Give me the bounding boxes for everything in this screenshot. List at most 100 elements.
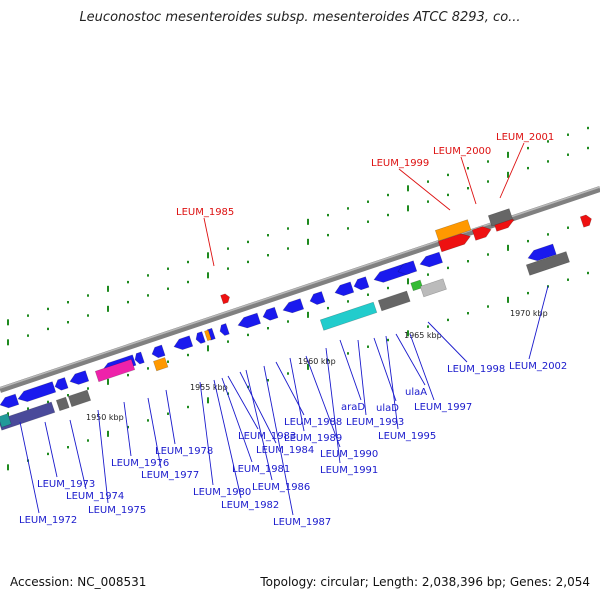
gene-label: LEUM_1978 — [155, 446, 213, 457]
gene-label: LEUM_1993 — [346, 417, 404, 428]
leader-line — [213, 379, 242, 499]
leader-line — [165, 389, 176, 445]
gene-label: LEUM_1977 — [141, 470, 199, 481]
gene-arrow — [151, 344, 166, 359]
scale-label: 1965 kbp — [404, 331, 442, 340]
gene-arrow — [353, 276, 370, 291]
gene-label: LEUM_1980 — [193, 487, 251, 498]
gene-label: ulaD — [376, 403, 399, 414]
gene-shape — [437, 233, 471, 253]
gene-arrow — [195, 331, 206, 344]
leader-line — [239, 371, 277, 444]
gene-shape — [334, 281, 355, 297]
scale-label: 1955 kbp — [190, 383, 228, 392]
gene-shape — [173, 335, 194, 350]
gene-shape — [17, 381, 57, 402]
accession-text: Accession: NC_008531 — [10, 575, 147, 589]
gene-shape — [0, 401, 56, 431]
gene-arrow — [487, 208, 513, 227]
gene-label: LEUM_1972 — [19, 515, 77, 526]
gene-arrow — [319, 301, 378, 331]
gene-arrow — [471, 226, 492, 241]
gene-arrow — [0, 401, 56, 431]
gene-arrow — [434, 219, 472, 242]
gene-arrow — [237, 312, 261, 329]
genes-group — [0, 208, 592, 431]
gene-label: LEUM_1991 — [320, 465, 378, 476]
gene-arrow — [220, 293, 230, 305]
gene-arrow — [419, 251, 443, 268]
gene-shape — [487, 208, 513, 227]
gene-shape — [419, 251, 443, 268]
scale-label: 1950 kbp — [86, 413, 124, 422]
leader-line — [325, 347, 341, 464]
gene-arrow — [69, 370, 90, 385]
gene-shape — [54, 377, 69, 391]
gene-label: LEUM_2001 — [496, 132, 554, 143]
gene-label: LEUM_1995 — [378, 431, 436, 442]
gene-label: araD — [341, 402, 365, 413]
gene-shape — [67, 389, 92, 408]
gene-shape — [237, 312, 261, 329]
gene-shape — [419, 278, 447, 298]
map-title: Leuconostoc mesenteroides subsp. mesente… — [79, 10, 521, 25]
leader-line — [199, 381, 214, 486]
gene-arrow — [94, 358, 136, 383]
gene-label: LEUM_1974 — [66, 491, 124, 502]
scale-label: 1960 kbp — [298, 357, 336, 366]
gene-shape — [377, 290, 411, 312]
gene-label: LEUM_1999 — [371, 158, 429, 169]
gene-label: LEUM_1984 — [256, 445, 314, 456]
leader-line — [221, 377, 253, 463]
gene-shape — [319, 301, 378, 331]
gene-arrow — [219, 323, 230, 336]
leader-line — [19, 421, 40, 514]
gene-arrow — [397, 260, 418, 275]
leader-line — [44, 421, 58, 478]
gene-label: LEUM_1998 — [447, 364, 505, 375]
gene-shape — [397, 260, 418, 275]
leader-line — [203, 217, 215, 267]
gene-label: LEUM_1985 — [176, 207, 234, 218]
gene-arrow — [54, 377, 69, 391]
gene-shape — [69, 370, 90, 385]
gene-label: LEUM_2002 — [509, 361, 567, 372]
gene-label: LEUM_1973 — [37, 479, 95, 490]
gene-shape — [525, 251, 570, 276]
gene-shape — [204, 329, 212, 342]
gene-shape — [579, 214, 592, 228]
gene-label: LEUM_1997 — [414, 402, 472, 413]
gene-arrow — [0, 393, 20, 409]
leader-line — [385, 335, 399, 430]
leader-line — [528, 285, 549, 360]
leader-line — [263, 365, 294, 516]
leader-line — [147, 397, 162, 469]
gene-arrow — [153, 357, 169, 372]
gene-label: LEUM_2000 — [433, 146, 491, 157]
leader-line — [395, 333, 426, 386]
leader-line — [398, 168, 451, 211]
gene-arrow — [334, 281, 355, 297]
gene-arrow — [204, 329, 212, 342]
gene-label: LEUM_1976 — [111, 458, 169, 469]
leader-line — [409, 333, 435, 401]
leader-line — [227, 375, 259, 430]
leader-line — [460, 156, 477, 205]
gene-shape — [434, 219, 472, 242]
leader-line — [499, 142, 525, 199]
gene-arrow — [55, 396, 70, 412]
gene-arrow — [134, 351, 145, 365]
gene-arrow — [67, 389, 92, 408]
leader-line — [97, 409, 109, 504]
leader-line — [373, 337, 397, 402]
label-leaders — [19, 142, 549, 516]
genome-map: 1950 kbp 1955 kbp 1960 kbp 1965 kbp 1970 kbp… — [0, 126, 600, 528]
gene-arrow — [173, 335, 194, 350]
gene-shape — [153, 357, 169, 372]
leader-line — [427, 321, 468, 363]
genome-stats-text: Topology: circular; Length: 2,038,396 bp… — [260, 575, 590, 589]
leader-line — [123, 401, 132, 457]
gene-label: LEUM_1983 — [238, 431, 296, 442]
gene-shape — [471, 226, 492, 241]
